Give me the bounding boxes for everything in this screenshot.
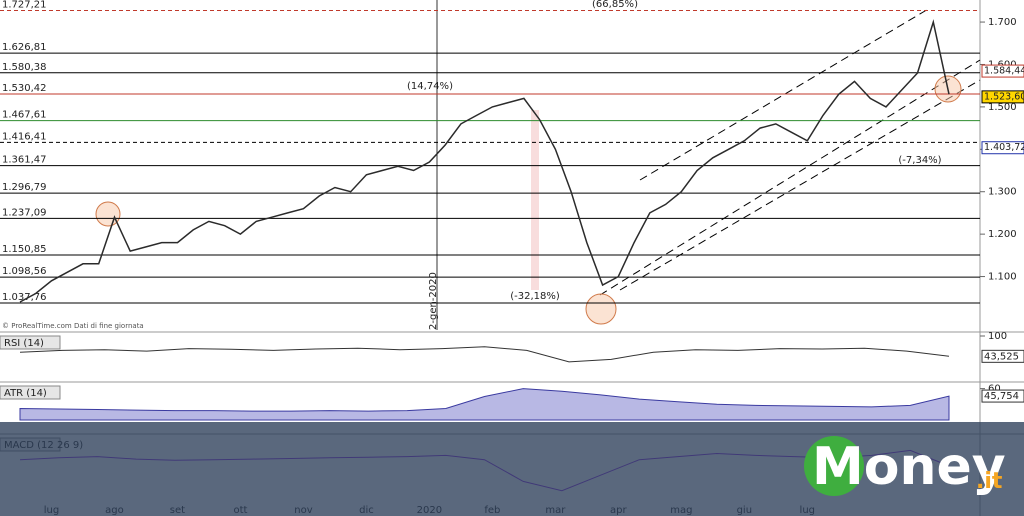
brand-name: Money xyxy=(812,437,1006,497)
level-label: 1.580,38 xyxy=(2,62,47,73)
price-tag xyxy=(981,90,1024,104)
annotation: (14,74%) xyxy=(407,81,453,92)
panel-title-box xyxy=(0,385,61,400)
annotation: (-7,34%) xyxy=(898,155,941,166)
level-label: 1.237,09 xyxy=(2,207,47,218)
source-note: © ProRealTime.com Dati di fine giornata xyxy=(2,322,144,330)
panel-title: ATR (14) xyxy=(4,388,47,399)
y-tick-label: 1.500 xyxy=(988,102,1017,113)
level-label: 1.467,61 xyxy=(2,110,47,121)
y-tick-label: 1.300 xyxy=(988,187,1017,198)
logo-circle xyxy=(804,436,864,496)
channel-line xyxy=(599,59,981,296)
brand-suffix: .it xyxy=(976,469,1003,494)
level-label: 1.098,56 xyxy=(2,266,47,277)
y-tick-label: 1.200 xyxy=(988,229,1017,240)
panel-title-box xyxy=(0,335,61,350)
level-label: 1.626,81 xyxy=(2,42,47,53)
y-tick-label: 60 xyxy=(988,384,1001,395)
channel-line xyxy=(639,7,931,181)
price-tag-label: 1.403,72 xyxy=(984,142,1024,153)
price-tag xyxy=(981,64,1024,78)
level-label: 1.296,79 xyxy=(2,182,47,193)
indicator-line xyxy=(19,346,950,363)
level-label: 1.416,41 xyxy=(2,131,47,142)
panel-title: RSI (14) xyxy=(4,338,44,349)
last-value-tag xyxy=(981,389,1024,403)
y-tick-label: 1.100 xyxy=(988,272,1017,283)
drawdown-band xyxy=(531,110,539,290)
y-tick-label: 100 xyxy=(988,331,1007,342)
last-value-label: 45,754 xyxy=(984,391,1019,402)
level-label: 1.727,21 xyxy=(2,0,47,11)
price-tag xyxy=(981,141,1024,155)
price-tag-label: 1.584,44 xyxy=(984,66,1024,77)
level-label: 1.150,85 xyxy=(2,244,47,255)
last-value-tag xyxy=(981,349,1024,363)
level-label: 1.530,42 xyxy=(2,83,47,94)
price-line xyxy=(19,19,950,303)
annotation: (66,85%) xyxy=(592,0,638,10)
annotation: (-32,18%) xyxy=(510,291,560,302)
atr-area xyxy=(19,388,950,421)
level-label: 1.361,47 xyxy=(2,155,47,166)
y-tick-label: 1.700 xyxy=(988,17,1017,28)
price-tag-label: 1.523,60 xyxy=(984,91,1024,102)
highlight-circle xyxy=(585,293,617,325)
last-value-label: 43,525 xyxy=(984,351,1019,362)
date-annotation: 2-gen-2020 xyxy=(428,272,439,330)
level-label: 1.037,76 xyxy=(2,292,47,303)
